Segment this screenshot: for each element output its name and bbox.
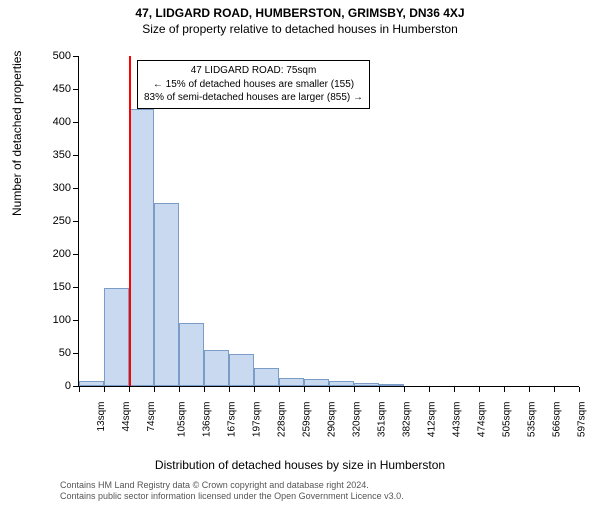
x-tick [454,387,455,392]
x-tick-label: 13sqm [96,402,107,432]
x-tick [379,387,380,392]
x-tick-label: 167sqm [227,402,238,438]
x-tick-label: 136sqm [202,402,213,438]
x-tick-label: 535sqm [527,402,538,438]
x-tick-label: 597sqm [577,402,588,438]
y-tick-label: 300 [53,182,71,194]
plot-area: 05010015020025030035040045050013sqm44sqm… [78,56,579,387]
histogram-bar [254,368,279,386]
x-tick [404,387,405,392]
x-tick-label: 105sqm [177,402,188,438]
histogram-bar [79,381,104,386]
license-footer: Contains HM Land Registry data © Crown c… [60,480,404,502]
x-tick [129,387,130,392]
footer-line-1: Contains HM Land Registry data © Crown c… [60,480,404,491]
x-tick-label: 74sqm [146,402,157,432]
histogram-bar [279,378,304,386]
y-tick-label: 150 [53,281,71,293]
annotation-line-3: 83% of semi-detached houses are larger (… [144,91,363,105]
x-tick [479,387,480,392]
x-tick [429,387,430,392]
annotation-line-1: 47 LIDGARD ROAD: 75sqm [144,64,363,78]
x-tick-label: 505sqm [502,402,513,438]
y-tick-label: 350 [53,149,71,161]
y-tick [73,320,78,321]
x-tick-label: 443sqm [452,402,463,438]
histogram-bar [154,203,179,386]
x-tick-label: 382sqm [402,402,413,438]
x-tick [79,387,80,392]
x-tick [329,387,330,392]
x-tick-label: 228sqm [277,402,288,438]
histogram-bar [329,381,354,386]
histogram-bar [379,384,404,386]
footer-line-2: Contains public sector information licen… [60,491,404,502]
x-tick-label: 474sqm [477,402,488,438]
x-tick [354,387,355,392]
y-tick [73,89,78,90]
x-tick [229,387,230,392]
y-tick [73,353,78,354]
property-marker-line [129,56,131,386]
x-tick [254,387,255,392]
x-tick-label: 197sqm [252,402,263,438]
x-tick [279,387,280,392]
x-tick [504,387,505,392]
x-tick-label: 412sqm [427,402,438,438]
x-tick [554,387,555,392]
x-tick-label: 320sqm [352,402,363,438]
x-tick-label: 44sqm [121,402,132,432]
x-tick-label: 566sqm [552,402,563,438]
x-tick [529,387,530,392]
x-tick [579,387,580,392]
annotation-line-2: ← 15% of detached houses are smaller (15… [144,78,363,92]
x-tick [304,387,305,392]
y-tick-label: 400 [53,116,71,128]
y-tick [73,386,78,387]
x-axis-title: Distribution of detached houses by size … [0,458,600,472]
histogram-bar [229,354,254,386]
histogram-bar [129,109,154,386]
y-tick [73,56,78,57]
y-tick-label: 450 [53,83,71,95]
x-tick-label: 351sqm [377,402,388,438]
y-tick [73,122,78,123]
histogram-bar [304,379,329,386]
y-tick-label: 0 [65,380,71,392]
chart-container: 05010015020025030035040045050013sqm44sqm… [48,56,578,416]
page-title: 47, LIDGARD ROAD, HUMBERSTON, GRIMSBY, D… [0,6,600,20]
x-tick [204,387,205,392]
annotation-box: 47 LIDGARD ROAD: 75sqm ← 15% of detached… [137,60,370,109]
histogram-bar [204,350,229,386]
y-tick [73,221,78,222]
y-tick-label: 200 [53,248,71,260]
y-tick [73,254,78,255]
y-tick-label: 500 [53,50,71,62]
y-tick-label: 100 [53,314,71,326]
y-tick-label: 50 [59,347,71,359]
x-tick [179,387,180,392]
histogram-bar [354,383,379,386]
x-tick [104,387,105,392]
y-tick [73,287,78,288]
x-tick [154,387,155,392]
histogram-bar [104,288,129,386]
y-tick [73,188,78,189]
y-tick [73,155,78,156]
y-tick-label: 250 [53,215,71,227]
x-tick-label: 290sqm [327,402,338,438]
y-axis-title: Number of detached properties [10,51,24,216]
histogram-bar [179,323,204,386]
x-tick-label: 259sqm [302,402,313,438]
page-subtitle: Size of property relative to detached ho… [0,22,600,36]
